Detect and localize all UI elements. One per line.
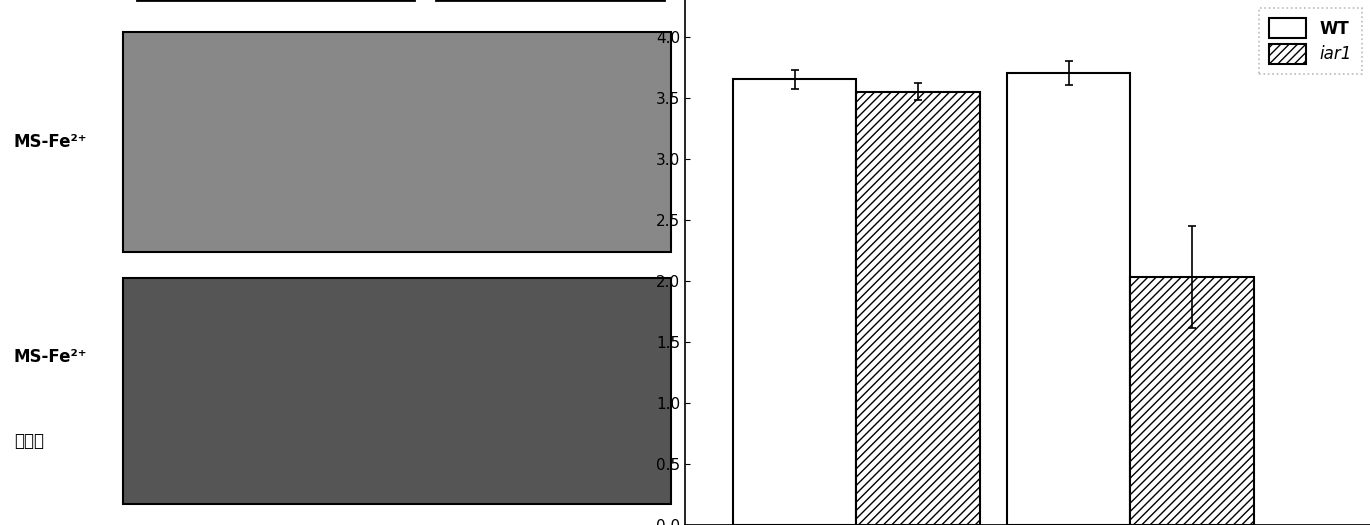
Bar [733,79,856,525]
Bar [1130,277,1254,525]
Text: 雌二醇: 雌二醇 [14,432,44,450]
FancyBboxPatch shape [123,278,671,504]
Text: MS-Fe²⁺: MS-Fe²⁺ [14,348,88,366]
Legend: WT, iar1: WT, iar1 [1259,8,1362,74]
Bar [1007,74,1130,525]
FancyBboxPatch shape [123,32,671,252]
Text: MS-Fe²⁺: MS-Fe²⁺ [14,133,88,151]
Bar [856,91,980,525]
